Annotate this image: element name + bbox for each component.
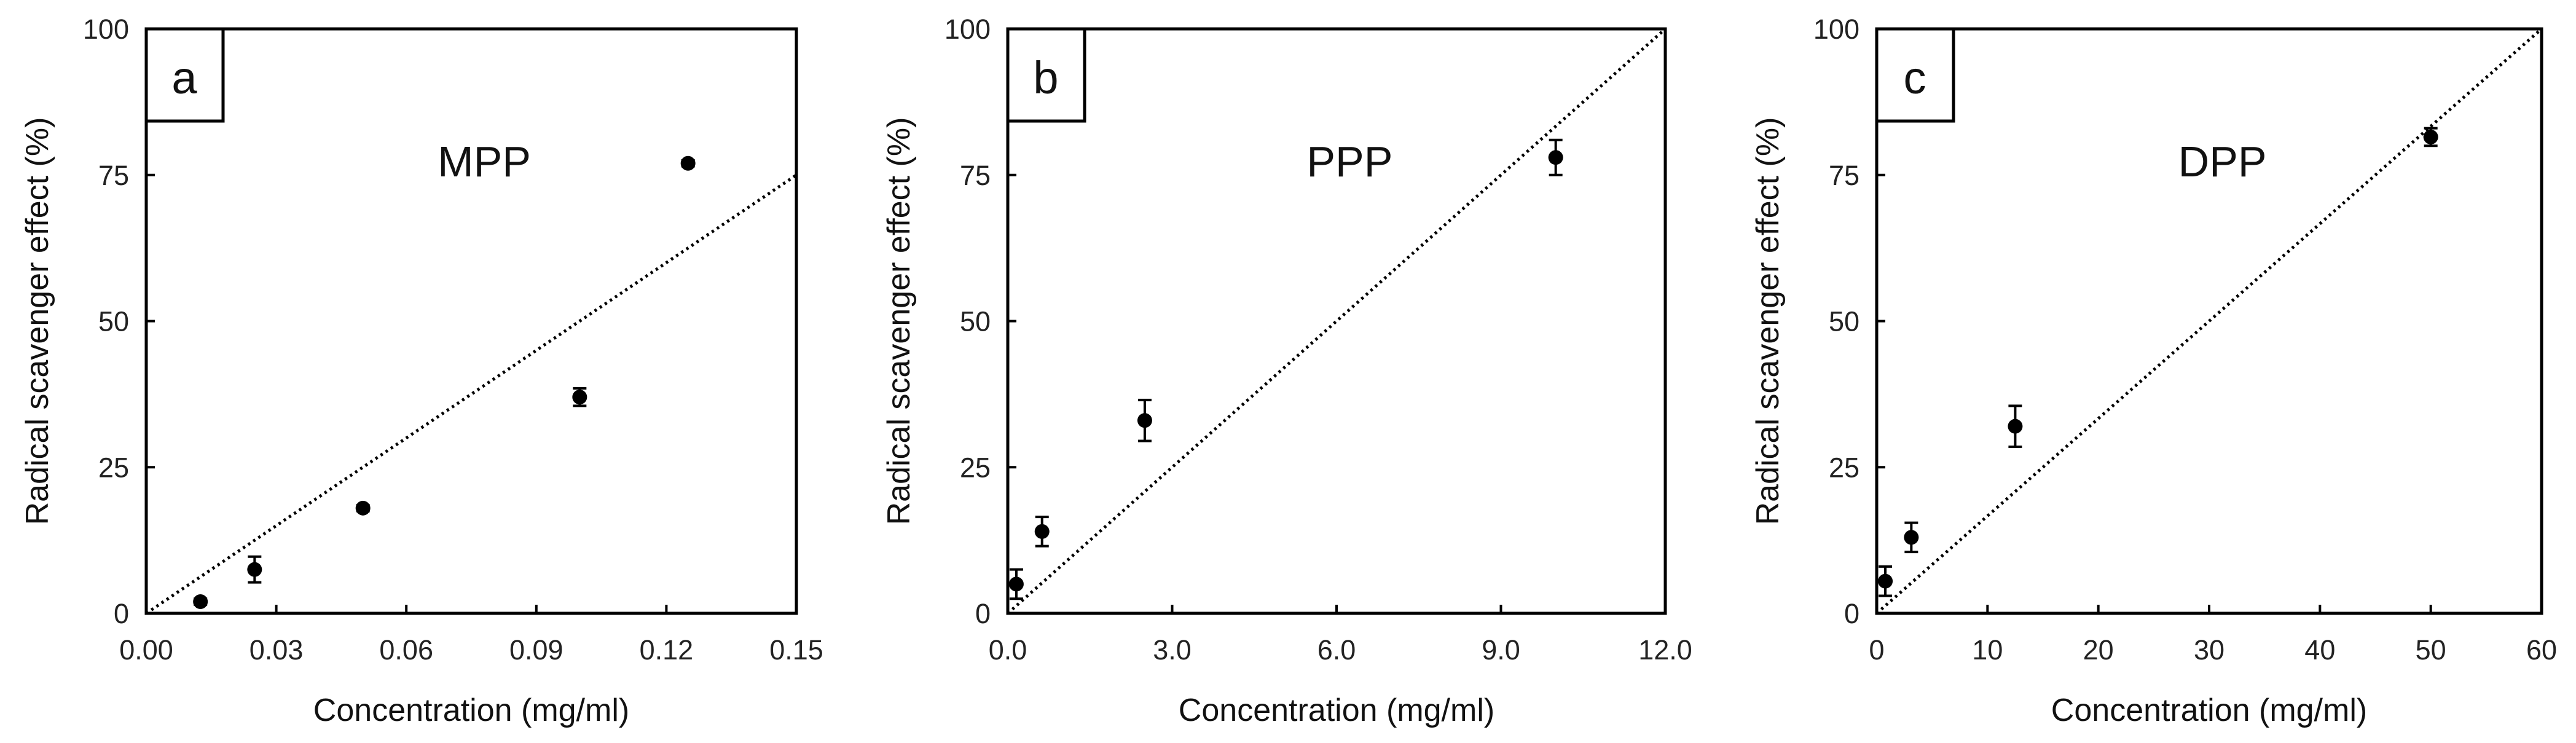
data-point: [1878, 573, 1893, 589]
y-tick-label: 100: [1813, 14, 1859, 45]
reference-line: [1877, 29, 2542, 613]
x-tick-label: 0: [1869, 634, 1884, 666]
chart-panel-b: 0 25 50 75 100 0.0 3.0 6.0 9.0 12.0 Concentration …: [881, 14, 1692, 728]
y-axis-title: Radical scavenger effect (%): [1750, 117, 1786, 525]
data-point: [193, 594, 208, 609]
y-tick-label: 75: [98, 160, 129, 191]
data-point: [2423, 129, 2438, 144]
reference-line: [146, 173, 796, 613]
data-point: [1548, 150, 1563, 165]
x-tick-label: 0.03: [249, 634, 304, 666]
data-point-group: [1904, 521, 1919, 554]
y-tick-label: 25: [98, 452, 129, 483]
y-tick-label: 25: [960, 452, 991, 483]
data-point: [572, 390, 587, 405]
y-tick-label: 50: [960, 306, 991, 337]
y-tick-label: 0: [1844, 598, 1859, 629]
chart-panel-c: 0 25 50 75 100 0 10 20 30 40 50 60 Concentration (mg…: [1750, 14, 2557, 728]
y-axis-title: Radical scavenger effect (%): [881, 117, 917, 525]
reference-line: [1008, 29, 1665, 613]
x-tick-label: 50: [2416, 634, 2446, 666]
x-tick-label: 20: [2083, 634, 2114, 666]
x-tick-label: 60: [2526, 634, 2557, 666]
x-tick-label: 0.00: [119, 634, 173, 666]
y-tick-label: 75: [960, 160, 991, 191]
x-tick-label: 6.0: [1317, 634, 1356, 666]
data-point-group: [1548, 138, 1563, 176]
data-point-group: [2008, 404, 2023, 448]
data-point-group: [247, 555, 262, 584]
panel-letter-box: [1875, 27, 1955, 123]
x-axis-title: Concentration (mg/ml): [313, 693, 629, 728]
x-tick-label: 0.12: [640, 634, 694, 666]
y-tick-label: 0: [975, 598, 991, 629]
y-tick-label: 0: [114, 598, 129, 629]
data-point: [247, 562, 262, 577]
y-tick-label: 100: [944, 14, 991, 45]
data-point: [680, 155, 696, 171]
data-point-group: [1008, 568, 1024, 600]
y-axis-title: Radical scavenger effect (%): [20, 117, 55, 525]
panel-letter-box: [144, 27, 225, 123]
x-tick-label: 30: [2194, 634, 2225, 666]
data-point: [2008, 419, 2023, 434]
data-point: [1034, 524, 1050, 539]
data-point: [355, 500, 371, 516]
y-tick-label: 50: [98, 306, 129, 337]
data-point: [1008, 576, 1024, 592]
y-tick-label: 25: [1829, 452, 1859, 483]
y-tick-label: 50: [1829, 306, 1859, 337]
data-point-group: [1034, 516, 1050, 548]
x-tick-label: 10: [1972, 634, 2003, 666]
data-point-group: [572, 387, 587, 407]
data-point-group: [355, 500, 371, 516]
y-tick-label: 75: [1829, 160, 1859, 191]
panel-letter: b: [1033, 52, 1058, 103]
panel-letter-box: [1006, 27, 1086, 123]
x-tick-label: 12.0: [1638, 634, 1692, 666]
x-tick-label: 3.0: [1153, 634, 1192, 666]
x-tick-label: 0.0: [989, 634, 1027, 666]
data-point-group: [680, 155, 696, 171]
series-name-label: MPP: [438, 138, 531, 186]
data-point-group: [1878, 565, 1893, 597]
y-tick-label: 100: [83, 14, 129, 45]
x-tick-label: 9.0: [1482, 634, 1520, 666]
x-axis-title: Concentration (mg/ml): [2051, 693, 2367, 728]
data-point-group: [193, 594, 208, 609]
panel-letter: c: [1904, 52, 1926, 103]
x-tick-label: 0.06: [379, 634, 433, 666]
series-name-label: PPP: [1306, 138, 1392, 186]
data-point: [1904, 530, 1919, 545]
x-tick-label: 0.09: [509, 634, 564, 666]
x-tick-label: 0.15: [769, 634, 823, 666]
panel-letter: a: [171, 52, 197, 103]
data-point-group: [2423, 127, 2438, 147]
chart-panel-a: 0 25 50 75 100 0.00 0.03 0.06 0.09 0.12 0.15 Concen…: [20, 14, 823, 728]
x-axis-title: Concentration (mg/ml): [1179, 693, 1494, 728]
x-tick-label: 40: [2304, 634, 2335, 666]
data-point: [1137, 413, 1152, 428]
series-name-label: DPP: [2178, 138, 2267, 186]
data-point-group: [1137, 398, 1152, 442]
